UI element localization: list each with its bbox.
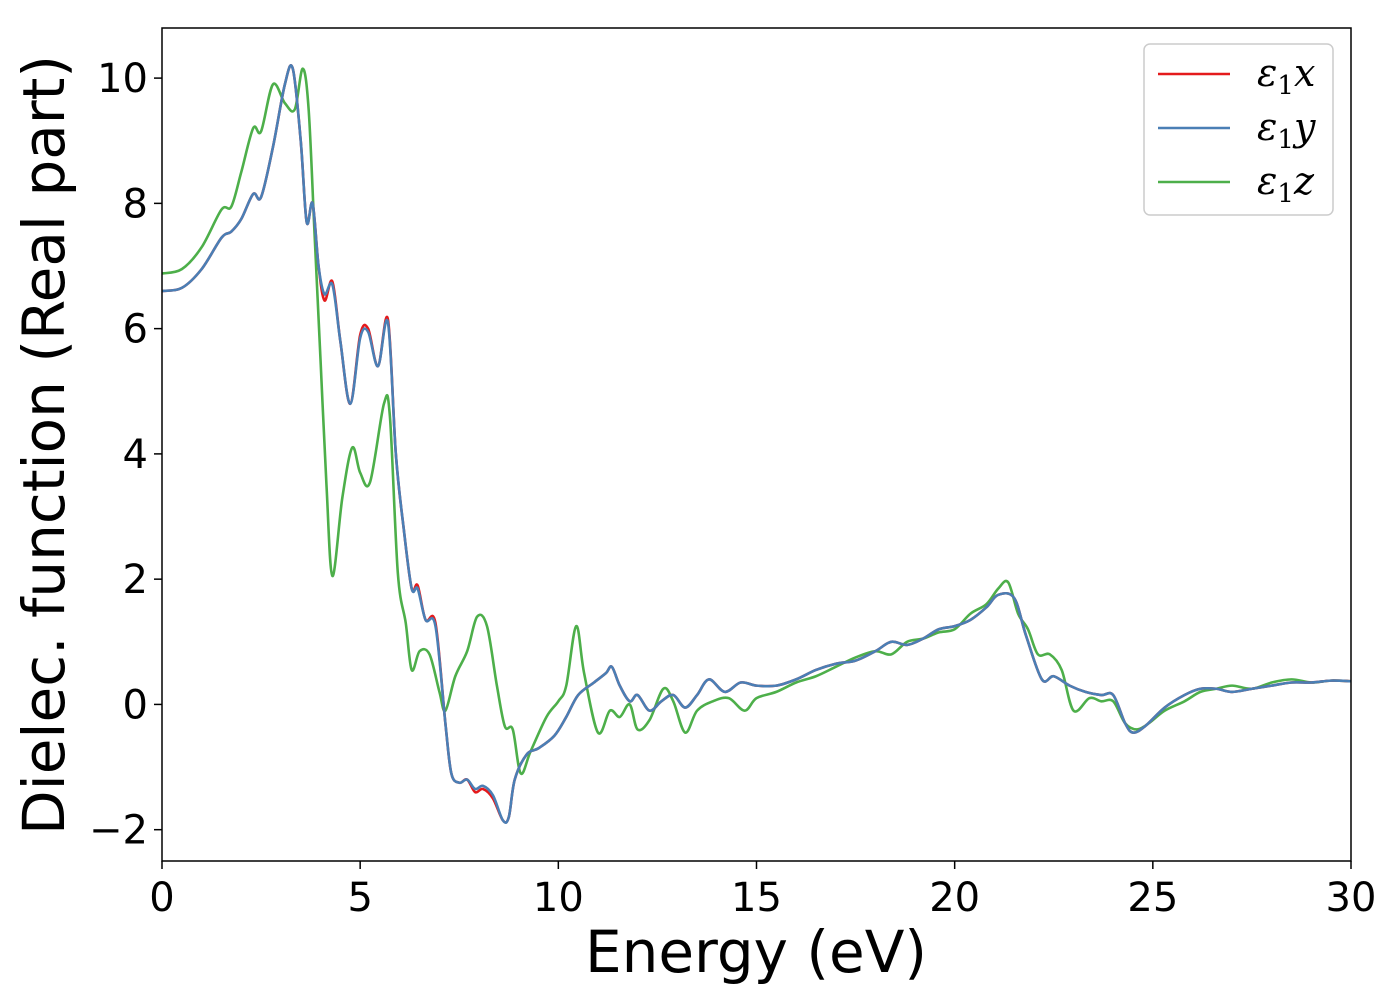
legend-subscript: 1 (1277, 179, 1294, 209)
legend-label-x: ε1x (1257, 51, 1315, 101)
legend-component: z (1293, 159, 1315, 203)
x-tick-label: 0 (149, 875, 174, 921)
y-tick-label: 0 (123, 682, 148, 728)
series-line-z (162, 67, 1351, 776)
x-tick-label: 25 (1127, 875, 1178, 921)
y-axis: −2 0 2 4 6 8 10 (89, 56, 162, 854)
x-axis: 0 5 10 15 20 25 30 (149, 861, 1376, 921)
y-tick-label: 8 (123, 181, 148, 227)
y-tick-label: 2 (123, 557, 148, 603)
x-tick-label: 5 (347, 875, 372, 921)
legend-label-y: ε1y (1257, 105, 1316, 155)
series-line-y (162, 64, 1351, 824)
y-tick-label: 6 (123, 307, 148, 353)
x-tick-label: 30 (1326, 875, 1377, 921)
legend-subscript: 1 (1277, 125, 1294, 155)
x-tick-label: 20 (929, 875, 980, 921)
y-tick-label: 4 (123, 432, 148, 478)
legend-epsilon: ε (1257, 51, 1277, 95)
x-tick-label: 10 (533, 875, 584, 921)
legend-epsilon: ε (1257, 159, 1277, 203)
y-axis-label: Dielec. function (Real part) (10, 55, 78, 835)
y-tick-label: 10 (97, 56, 148, 102)
legend-component: y (1292, 105, 1316, 149)
legend-subscript: 1 (1277, 71, 1294, 101)
x-axis-label: Energy (eV) (585, 918, 927, 986)
x-tick-label: 15 (731, 875, 782, 921)
legend-component: x (1294, 51, 1315, 95)
y-tick-label: −2 (89, 808, 148, 854)
legend-label-z: ε1z (1257, 159, 1315, 209)
legend-epsilon: ε (1257, 105, 1277, 149)
series-layer (162, 64, 1351, 824)
legend-box (1143, 43, 1334, 216)
